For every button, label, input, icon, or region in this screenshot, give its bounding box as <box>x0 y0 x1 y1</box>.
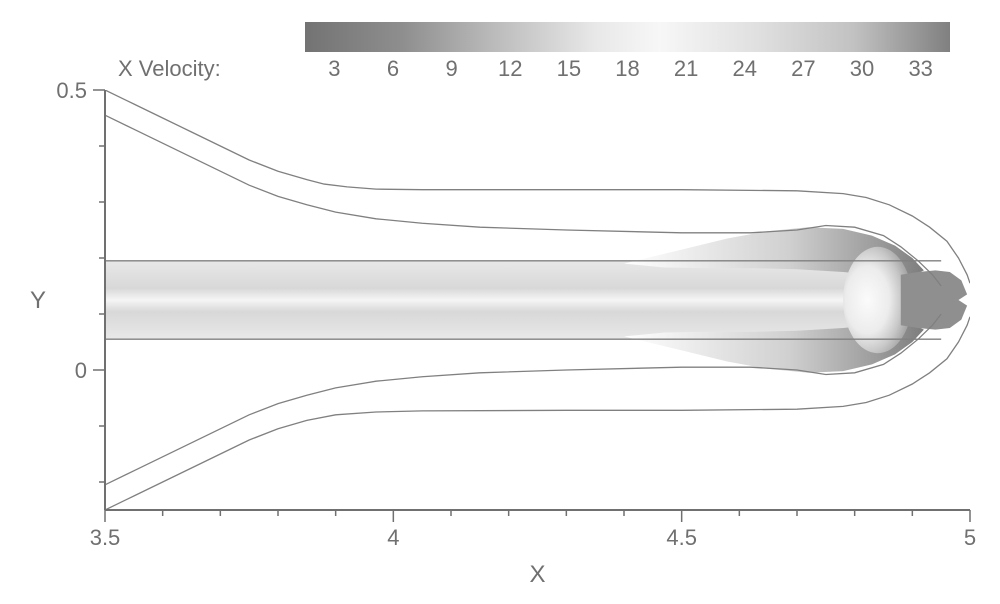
tail-region <box>901 270 967 329</box>
colorbar-tick: 18 <box>615 56 639 81</box>
x-tick-label: 4 <box>387 525 399 550</box>
y-tick-label: 0 <box>75 358 87 383</box>
colorbar-tick: 30 <box>850 56 874 81</box>
colorbar-tick: 6 <box>387 56 399 81</box>
colorbar-tick: 33 <box>908 56 932 81</box>
y-axis-label: Y <box>30 287 46 314</box>
colorbar-tick: 15 <box>557 56 581 81</box>
colorbar-tick: 9 <box>445 56 457 81</box>
plot-content <box>105 90 970 510</box>
x-axis-label: X <box>529 561 545 588</box>
x-tick-label: 5 <box>964 525 976 550</box>
x-tick-label: 4.5 <box>666 525 697 550</box>
colorbar-tick: 21 <box>674 56 698 81</box>
container: X Velocity: 3 6 9 12 15 18 21 24 27 30 33 3.5 4 4.5 5 0 0… <box>0 0 1000 604</box>
colorbar-tick: 12 <box>498 56 522 81</box>
jet-core <box>105 261 866 339</box>
colorbar-tick: 27 <box>791 56 815 81</box>
colorbar-title: X Velocity: <box>118 56 221 81</box>
contour-plot: X Velocity: 3 6 9 12 15 18 21 24 27 30 33 3.5 4 4.5 5 0 0… <box>0 0 1000 604</box>
y-tick-label: 0.5 <box>56 78 87 103</box>
colorbar-tick: 3 <box>328 56 340 81</box>
colorbar <box>305 22 950 52</box>
colorbar-tick: 24 <box>733 56 757 81</box>
x-tick-label: 3.5 <box>90 525 121 550</box>
